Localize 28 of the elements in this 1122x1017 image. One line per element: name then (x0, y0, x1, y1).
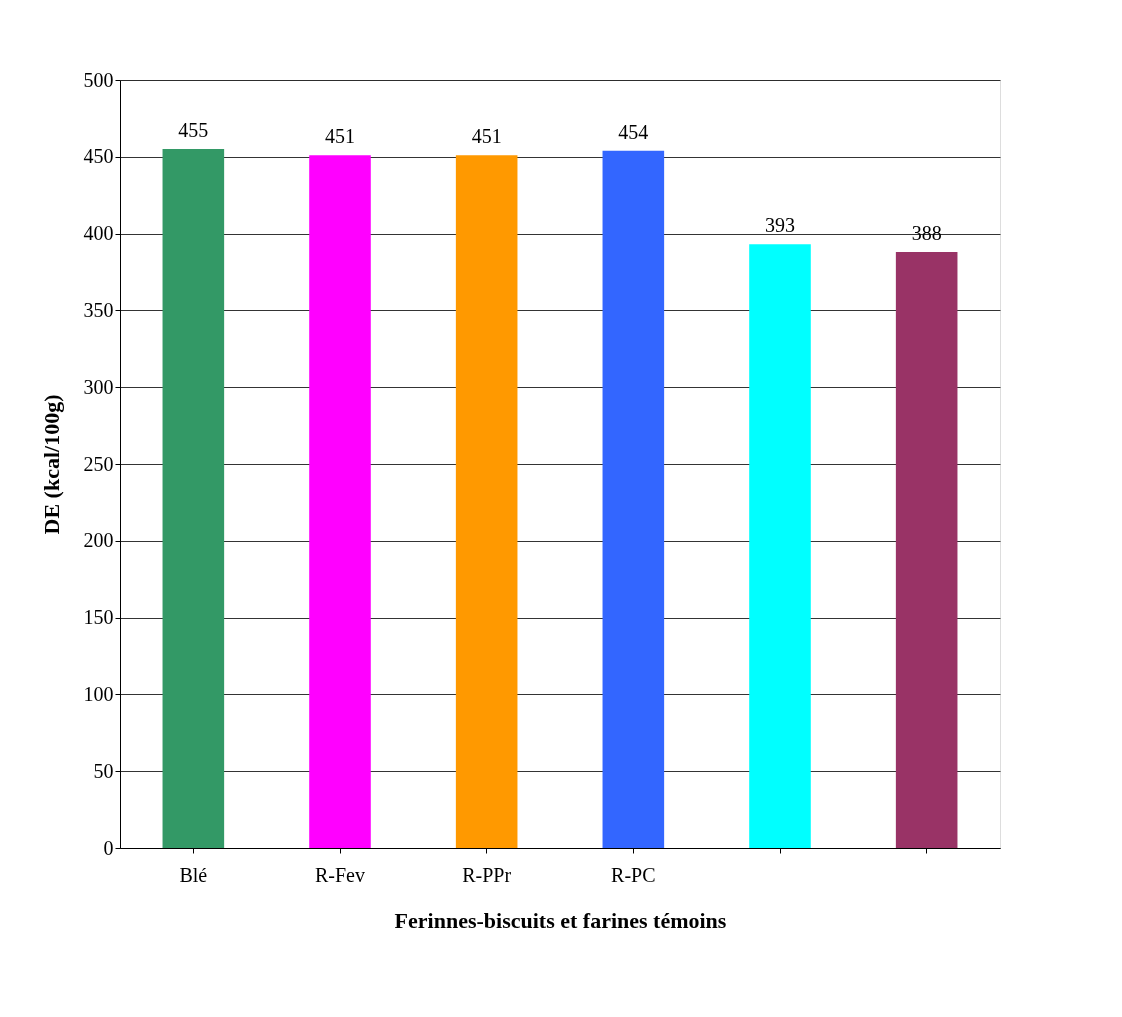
x-tick-label: Blé (179, 863, 208, 886)
bar (895, 252, 958, 848)
data-label: 451 (325, 125, 355, 148)
bar (602, 150, 665, 848)
y-tick-label: 50 (93, 759, 114, 782)
x-axis-title: Ferinnes-biscuits et farines témoins (394, 907, 727, 933)
x-tick-label: R-Fev (315, 863, 365, 886)
data-label: 454 (618, 120, 649, 143)
y-tick-label: 150 (83, 606, 114, 629)
y-tick-label: 0 (103, 836, 114, 859)
bar (309, 155, 371, 848)
y-tick-label: 250 (83, 452, 114, 475)
y-tick-label: 100 (83, 682, 114, 705)
y-axis-title: DE (kcal/100g) (38, 394, 64, 535)
y-tick-label: 450 (83, 145, 114, 168)
data-label: 451 (471, 125, 502, 148)
y-tick-label: 500 (83, 68, 114, 91)
bar (455, 155, 518, 848)
y-tick-label: 300 (83, 375, 114, 398)
y-tick-label: 400 (83, 222, 114, 245)
bar (749, 244, 811, 848)
bar (162, 149, 225, 848)
data-label: 393 (765, 214, 795, 237)
data-label: 455 (178, 119, 209, 142)
y-tick-label: 350 (83, 298, 114, 321)
x-tick-label: R-PC (611, 863, 656, 886)
y-tick-label: 200 (83, 529, 114, 552)
x-tick-label: R-PPr (462, 863, 512, 886)
